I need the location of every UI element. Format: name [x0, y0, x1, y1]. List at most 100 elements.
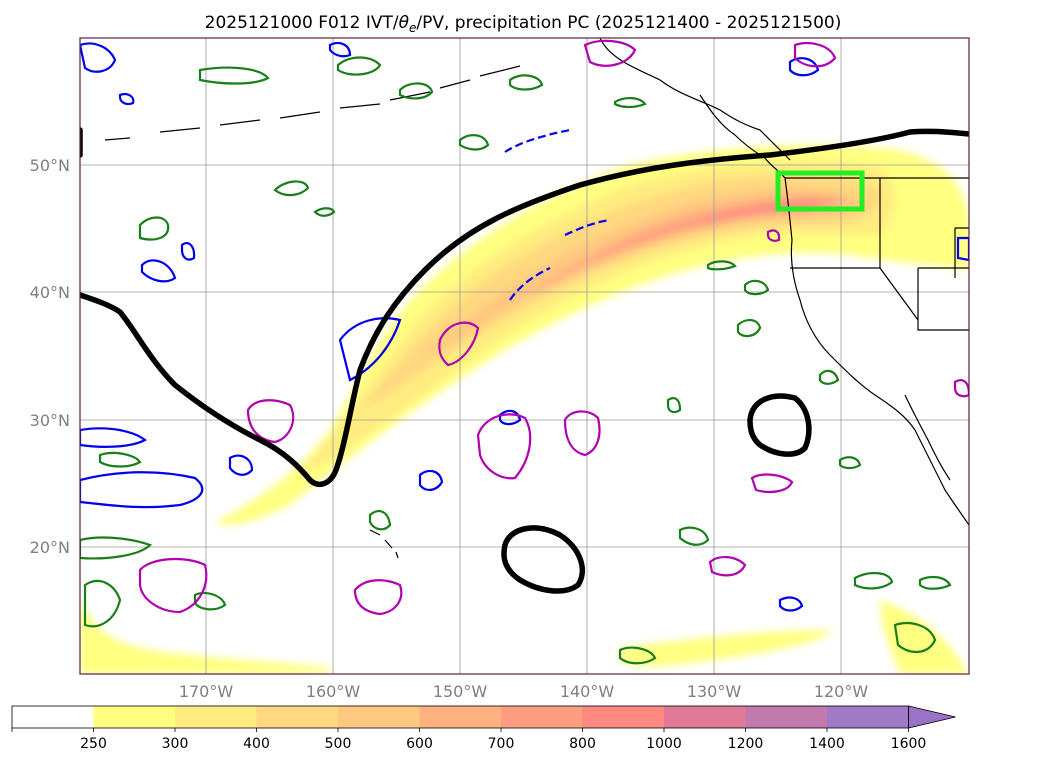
lon-label: 140°W [560, 682, 615, 701]
blue-cell [778, 596, 804, 612]
green-cell [273, 180, 310, 197]
map-panel [80, 38, 969, 674]
title-theta: θ [399, 13, 410, 33]
precip-region-box [775, 170, 865, 212]
green-cell [613, 97, 647, 109]
green-cell [618, 646, 657, 665]
green-cell [678, 526, 710, 546]
lon-label: 150°W [433, 682, 488, 701]
lon-tick-labels: 170°W 160°W 150°W 140°W 130°W 120°W [179, 682, 869, 701]
lat-label: 30°N [30, 411, 70, 430]
colorbar-tick-label: 500 [325, 736, 352, 752]
title-prefix: 2025121000 F012 IVT/ [205, 13, 399, 33]
green-contours [80, 56, 952, 665]
blue-cell [118, 93, 135, 106]
blue-cell [180, 242, 196, 261]
green-cell [193, 591, 227, 611]
ivt-level-250-south2 [620, 630, 831, 667]
lat-label: 50°N [30, 156, 70, 175]
colorbar-tick-label: 1600 [891, 736, 927, 752]
green-cell [80, 536, 153, 560]
colorbar-segment [501, 706, 583, 728]
map-frame [79, 37, 970, 675]
blue-cell [228, 454, 254, 476]
magenta-cell [563, 410, 601, 457]
ivt-level-250-south3 [880, 600, 969, 674]
colorbar: 250 300 400 500 600 700 800 1000 1200 1400 1600 [11, 705, 956, 752]
colorbar-tick-label: 250 [80, 736, 107, 752]
bc-coast [699, 94, 786, 179]
green-cell [336, 56, 382, 76]
lat-label: 20°N [30, 538, 70, 557]
green-cell [138, 216, 170, 241]
title-suffix: /PV, precipitation PC (2025121400 - 2025… [416, 13, 841, 33]
green-cell [818, 369, 840, 385]
colorbar-segment [12, 706, 94, 728]
magenta-cell [793, 41, 837, 68]
colorbar-tick-label: 1200 [728, 736, 764, 752]
green-cell [368, 510, 392, 531]
green-cell [666, 397, 682, 414]
colorbar-segment [582, 706, 665, 728]
coastlines [104, 38, 969, 559]
colorbar-frame [11, 705, 909, 729]
green-cell [398, 82, 434, 100]
magenta-cell [476, 413, 532, 480]
blue-cell [80, 427, 147, 448]
colorbar-extend-arrow [908, 705, 956, 729]
colorbar-tick-label: 1400 [809, 736, 845, 752]
magenta-cell [750, 473, 794, 493]
blue-contours [80, 41, 969, 612]
colorbar-tick-label: 800 [569, 736, 596, 752]
blue-cell-dashed [509, 267, 551, 301]
aleutian-islands [104, 65, 521, 141]
state-border-az [917, 268, 969, 331]
green-cell [893, 622, 937, 653]
blue-cell [140, 259, 177, 283]
colorbar-segment [338, 706, 420, 728]
theta-e-main-line [80, 128, 969, 488]
colorbar-segment [419, 706, 502, 728]
green-cell [838, 456, 862, 470]
green-cell [83, 579, 122, 628]
lon-label: 160°W [306, 682, 361, 701]
lon-label: 130°W [687, 682, 742, 701]
alaska-coast [599, 38, 791, 161]
colorbar-segment [664, 706, 746, 728]
colorbar-tick-label: 300 [162, 736, 189, 752]
blue-cell [418, 469, 444, 491]
colorbar-tick-label: 400 [243, 736, 270, 752]
us-west-coast [784, 177, 969, 526]
green-cell [98, 451, 142, 468]
magenta-cell [246, 399, 295, 444]
colorbar-tick-label: 700 [488, 736, 515, 752]
map-background [80, 38, 969, 674]
colorbar-segment [256, 706, 339, 728]
theta-e-closed-east [747, 393, 812, 457]
ivt-shading [80, 145, 969, 674]
state-border-nv [879, 267, 919, 321]
magenta-cell [708, 556, 747, 577]
colorbar-segment [93, 706, 176, 728]
green-cell [743, 279, 770, 296]
baja-peninsula [904, 394, 951, 481]
theta-e-contours [80, 127, 969, 594]
figure-title: 2025121000 F012 IVT/θe/PV, precipitation… [205, 13, 842, 35]
blue-cell [498, 409, 522, 426]
blue-cell [956, 236, 969, 262]
lon-label: 120°W [814, 682, 869, 701]
blue-cell-dashed [504, 128, 571, 153]
colorbar-segment [827, 706, 909, 728]
green-cell [853, 572, 894, 590]
colorbar-tick-label: 1000 [646, 736, 682, 752]
colorbar-segment [745, 706, 828, 728]
colorbar-segment [175, 706, 257, 728]
lat-label: 40°N [30, 283, 70, 302]
green-cell [198, 66, 270, 85]
title-theta-sub: e [409, 21, 416, 35]
colorbar-tick-label: 600 [406, 736, 433, 752]
blue-cell [80, 471, 204, 509]
ivt-level-250-south [80, 600, 330, 674]
